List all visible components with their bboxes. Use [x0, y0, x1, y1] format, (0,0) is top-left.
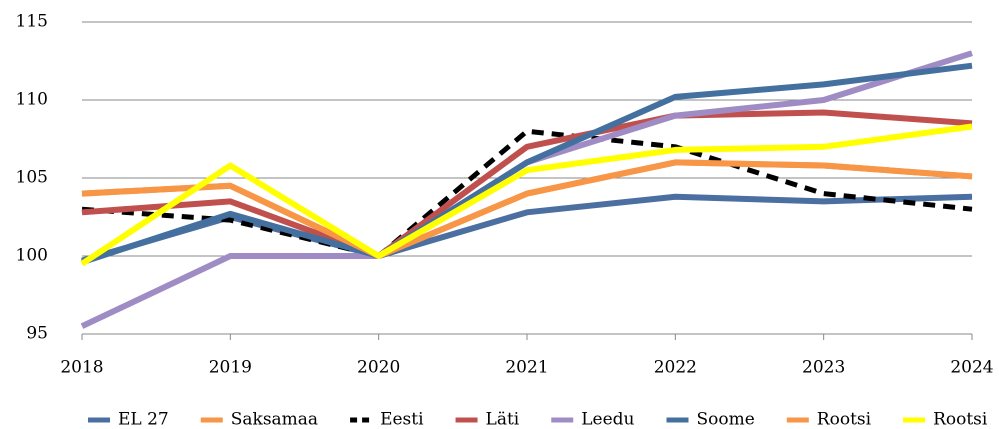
series-line [81, 109, 973, 259]
y-tick-label: 100 [16, 246, 48, 266]
legend-label: Saksamaa [231, 410, 318, 429]
x-tick-label: 2021 [505, 358, 548, 378]
series-line [81, 159, 973, 259]
legend-label: Leedu [581, 410, 634, 429]
x-tick-label: 2020 [357, 358, 400, 378]
y-tick-label: 95 [26, 324, 48, 344]
legend-label: Rootsi [817, 410, 872, 429]
legend-label: Eesti [380, 410, 424, 429]
series-line [80, 50, 973, 329]
legend-label: Läti [486, 410, 520, 429]
y-tick-label: 115 [16, 12, 48, 32]
x-tick-label: 2024 [950, 358, 993, 378]
y-tick-label: 110 [16, 90, 48, 110]
legend-label: Soome [697, 410, 755, 429]
x-tick-label: 2018 [60, 358, 103, 378]
legend-label: Rootsi [933, 410, 988, 429]
legend-label: EL 27 [118, 410, 169, 429]
x-tick-label: 2019 [209, 358, 252, 378]
x-tick-label: 2022 [654, 358, 697, 378]
y-tick-label: 105 [16, 168, 48, 188]
series-line [81, 193, 973, 264]
x-tick-label: 2023 [802, 358, 845, 378]
series-line [80, 123, 973, 267]
series-line [81, 128, 973, 259]
series-line [81, 62, 973, 266]
